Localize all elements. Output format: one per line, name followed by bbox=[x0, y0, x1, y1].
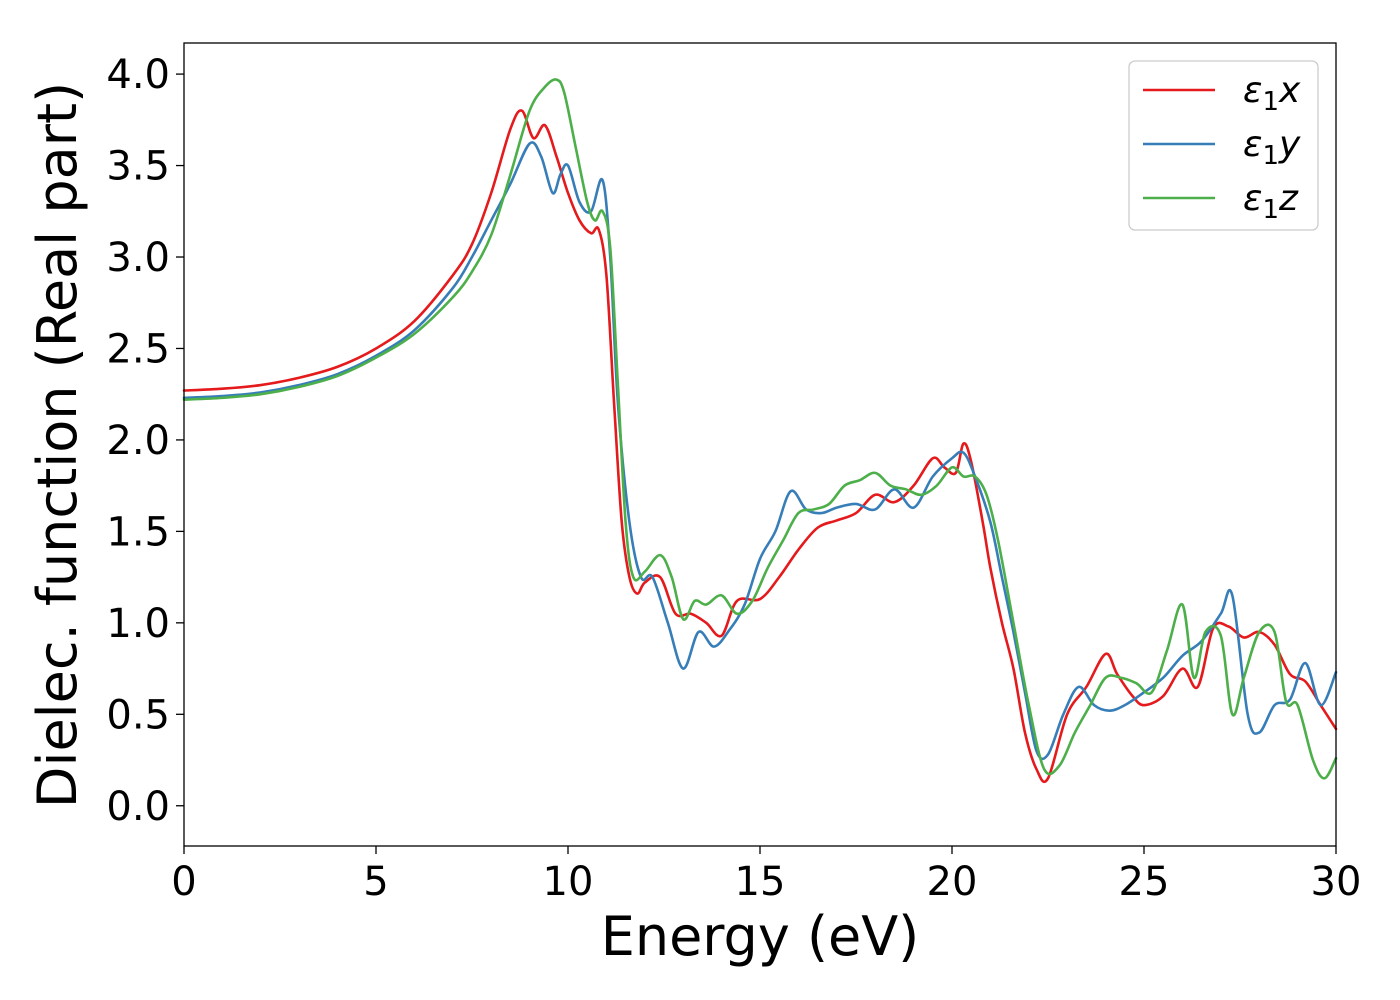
legend-frame bbox=[1128, 60, 1319, 231]
x-axis-label: Energy (eV) bbox=[601, 905, 920, 968]
y-tick-label: 4.0 bbox=[106, 52, 170, 98]
legend: ε1x ε1y ε1z bbox=[1128, 60, 1319, 231]
series-line-z bbox=[182, 78, 1338, 780]
y-tick-label: 1.5 bbox=[106, 509, 170, 555]
x-tick-label: 20 bbox=[927, 859, 978, 905]
legend-label-y: ε1y bbox=[1243, 124, 1301, 171]
x-ticks: 0 5 10 15 20 25 30 bbox=[171, 846, 1361, 905]
y-tick-label: 1.0 bbox=[106, 601, 170, 647]
legend-label-z: ε1z bbox=[1243, 178, 1299, 225]
y-tick-label: 2.5 bbox=[106, 326, 170, 372]
y-tick-label: 3.5 bbox=[106, 144, 170, 190]
y-tick-label: 0.5 bbox=[106, 692, 170, 738]
x-tick-label: 30 bbox=[1311, 859, 1362, 905]
y-tick-label: 0.0 bbox=[106, 784, 170, 830]
x-tick-label: 25 bbox=[1119, 859, 1170, 905]
x-tick-label: 15 bbox=[735, 859, 786, 905]
y-axis-label: Dielec. function (Real part) bbox=[26, 82, 89, 808]
x-tick-label: 10 bbox=[543, 859, 594, 905]
y-ticks: 0.0 0.5 1.0 1.5 2.0 2.5 3.0 3.5 4.0 bbox=[106, 52, 184, 830]
y-tick-label: 2.0 bbox=[106, 418, 170, 464]
legend-label-x: ε1x bbox=[1243, 70, 1301, 117]
x-tick-label: 0 bbox=[171, 859, 196, 905]
series-line-x bbox=[182, 109, 1338, 784]
y-tick-label: 3.0 bbox=[106, 235, 170, 281]
legend-items: ε1x ε1y ε1z bbox=[1143, 70, 1301, 225]
series-layer bbox=[182, 78, 1338, 784]
x-tick-label: 5 bbox=[363, 859, 388, 905]
